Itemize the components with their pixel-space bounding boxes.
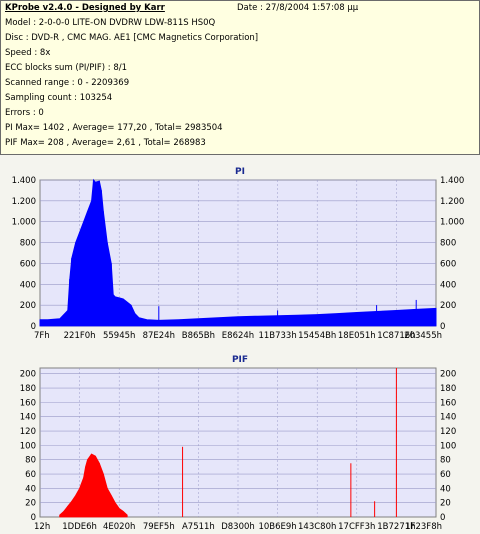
x-tick-label: 1C8716h: [377, 331, 415, 341]
y-tick-label-left: 600: [20, 259, 36, 269]
y-tick-label-right: 120: [440, 427, 456, 437]
x-tick-label: B865Bh: [182, 331, 215, 341]
y-tick-label-left: 0: [31, 513, 36, 523]
info-pif-stats: PIF Max= 208 , Average= 2,61 , Total= 26…: [5, 138, 206, 148]
y-tick-label-left: 800: [20, 239, 36, 249]
y-tick-label-left: 100: [20, 441, 36, 451]
y-tick-label-right: 200: [440, 370, 456, 380]
x-tick-label: 203455h: [404, 331, 442, 341]
y-tick-label-right: 800: [440, 239, 456, 249]
info-speed: Speed : 8x: [5, 48, 51, 58]
y-tick-label-right: 60: [440, 470, 451, 480]
info-sampling-count: Sampling count : 103254: [5, 93, 113, 103]
info-disc: Disc : DVD-R , CMC MAG. AE1 [CMC Magneti…: [5, 33, 259, 43]
app-title: KProbe v2.4.0 - Designed by Karr: [5, 3, 165, 13]
y-tick-label-right: 140: [440, 413, 456, 423]
y-tick-label-left: 140: [20, 413, 36, 423]
x-tick-label: D8300h: [221, 522, 255, 532]
y-tick-label-right: 80: [440, 456, 451, 466]
x-tick-label: E8624h: [222, 331, 254, 341]
y-tick-label-left: 20: [25, 499, 36, 509]
x-tick-label: 143C80h: [298, 522, 336, 532]
chart-title: PIF: [232, 355, 248, 365]
x-tick-label: 55945h: [103, 331, 135, 341]
y-tick-label-right: 200: [440, 301, 456, 311]
y-tick-label-left: 0: [31, 322, 36, 332]
y-tick-label-left: 160: [20, 398, 36, 408]
pi-chart: PI 0 0 200 200 400 400 600 600 800 800 1.000 1.000 1.…: [0, 160, 480, 343]
y-tick-label-left: 1.200: [12, 197, 36, 207]
y-tick-label-left: 40: [25, 484, 36, 494]
x-tick-label: 87E24h: [143, 331, 175, 341]
x-tick-label: 12h: [34, 522, 50, 532]
y-tick-label-right: 0: [440, 513, 445, 523]
y-tick-label-left: 180: [20, 384, 36, 394]
info-ecc-blocks: ECC blocks sum (PI/PIF) : 8/1: [5, 63, 128, 73]
x-tick-label: 17CFF3h: [338, 522, 375, 532]
info-errors: Errors : 0: [5, 108, 44, 118]
x-tick-label: 1DDE6h: [62, 522, 97, 532]
y-tick-label-right: 0: [440, 322, 445, 332]
y-tick-label-left: 80: [25, 456, 36, 466]
y-tick-label-right: 1.200: [440, 197, 464, 207]
y-tick-label-right: 100: [440, 441, 456, 451]
x-tick-label: 11B733h: [258, 331, 296, 341]
y-tick-label-left: 1.000: [12, 218, 36, 228]
x-tick-label: A7511h: [182, 522, 215, 532]
x-tick-label: 79EF5h: [143, 522, 175, 532]
chart-title: PI: [235, 167, 245, 177]
y-tick-label-left: 60: [25, 470, 36, 480]
series-area: [59, 453, 128, 518]
x-tick-label: 4E020h: [103, 522, 135, 532]
x-tick-label: 1B7271h: [377, 522, 415, 532]
info-scanned-range: Scanned range : 0 - 2209369: [5, 78, 130, 88]
x-tick-label: 221F0h: [64, 331, 96, 341]
y-tick-label-right: 1.400: [440, 176, 464, 186]
y-tick-label-right: 1.000: [440, 218, 464, 228]
y-tick-label-left: 400: [20, 280, 36, 290]
y-tick-label-left: 200: [20, 370, 36, 380]
y-tick-label-right: 40: [440, 484, 451, 494]
pif-chart: PIF 0 0 20 20 40 40 60 60 80 80 100 100 120 120 140 140 1…: [0, 348, 480, 534]
y-tick-label-left: 1.400: [12, 176, 36, 186]
y-tick-label-right: 20: [440, 499, 451, 509]
x-tick-label: 15454Bh: [298, 331, 336, 341]
y-tick-label-right: 400: [440, 280, 456, 290]
x-tick-label: 1F23F8h: [405, 522, 442, 532]
disc-info-panel: KProbe v2.4.0 - Designed by Karr Date : …: [0, 0, 480, 155]
y-tick-label-left: 120: [20, 427, 36, 437]
y-tick-label-right: 600: [440, 259, 456, 269]
y-tick-label-left: 200: [20, 301, 36, 311]
y-tick-label-right: 160: [440, 398, 456, 408]
info-pi-stats: PI Max= 1402 , Average= 177,20 , Total= …: [5, 123, 223, 133]
x-tick-label: 7Fh: [34, 331, 50, 341]
info-model: Model : 2-0-0-0 LITE-ON DVDRW LDW-811S H…: [5, 18, 216, 28]
x-tick-label: 10B6E9h: [258, 522, 296, 532]
y-tick-label-right: 180: [440, 384, 456, 394]
scan-date: Date : 27/8/2004 1:57:08 μμ: [237, 3, 359, 13]
x-tick-label: 18E051h: [338, 331, 376, 341]
